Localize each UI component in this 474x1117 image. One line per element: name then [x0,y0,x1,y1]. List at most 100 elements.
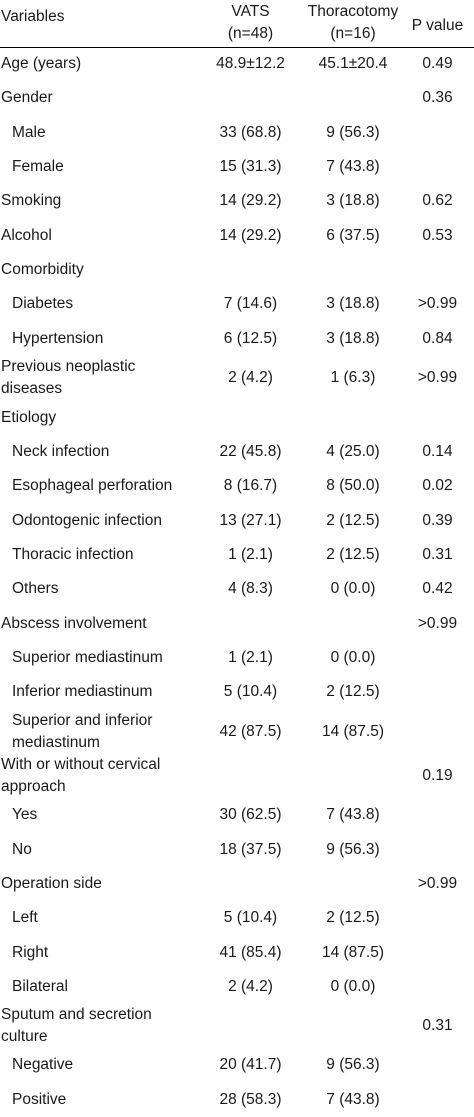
row-label: Diabetes [12,295,74,313]
cell-p-value: 0.31 [422,1017,453,1035]
cell-vats: 33 (68.8) [219,123,282,141]
cell-vats [196,1004,305,1048]
row-label-line1: Superior and inferior [12,711,153,729]
cell-vats: 2 (4.2) [228,977,273,995]
cell-thoracotomy: 14 (87.5) [321,943,385,961]
cell-vats: 18 (37.5) [219,840,282,858]
cell-vats [196,754,305,798]
row-label: Positive [12,1090,67,1108]
cell-thoracotomy [305,754,401,798]
header-row: Variables VATS (n=48) Thoracotomy (n=16)… [0,0,474,47]
cell-p-value: 0.14 [422,443,453,461]
row-label: Hypertension [12,329,104,347]
cell-p-value: 0.53 [422,226,453,244]
cell-p-value [401,833,474,867]
cell-vats: 48.9±12.2 [216,55,285,73]
row-label: Alcohol [1,226,52,244]
row-label: Thoracic infection [12,546,134,563]
table-row: Male 33 (68.8) 9 (56.3) [0,116,474,150]
row-label: Operation side [1,875,102,893]
cell-p-value: 0.84 [422,329,453,347]
cell-thoracotomy: 7 (43.8) [326,806,380,824]
cell-thoracotomy: 0 (0.0) [330,580,376,598]
cell-thoracotomy: 9 (56.3) [326,1056,380,1074]
cell-vats [196,81,305,115]
cell-thoracotomy: 1 (6.3) [330,369,376,387]
row-label: Left [12,909,38,927]
table-row: Superior and inferior mediastinum 42 (87.5… [0,709,474,754]
row-label: Previous neoplastic diseases [0,356,196,401]
cell-vats: 20 (41.7) [219,1056,282,1074]
cell-vats: 6 (12.5) [223,329,278,347]
cell-p-value: >0.99 [417,295,458,313]
cell-p-value: 0.39 [422,511,453,529]
header-vats: VATS (n=48) [196,0,305,47]
table-row: Alcohol 14 (29.2) 6 (37.5) 0.53 [0,218,474,252]
header-variables: Variables [1,8,65,25]
row-label: Female [12,158,64,176]
cell-thoracotomy: 4 (25.0) [326,443,380,461]
table-row: Right 41 (85.4) 14 (87.5) [0,936,474,970]
cell-vats: 42 (87.5) [219,722,282,740]
cell-p-value: 0.42 [422,580,453,598]
row-label: Male [12,123,46,141]
table-row: Hypertension 6 (12.5) 3 (18.8) 0.84 [0,321,474,355]
row-label: Odontogenic infection [12,511,162,529]
row-label: Neck infection [12,443,110,461]
row-label: Esophageal perforation [12,477,173,495]
table-row: Esophageal perforation 8 (16.7) 8 (50.0) 0.… [0,469,474,503]
cell-thoracotomy: 0 (0.0) [330,977,376,995]
row-label: Age (years) [1,55,82,73]
cell-vats: 28 (58.3) [219,1090,282,1108]
cell-vats: 1 (2.1) [228,546,273,563]
table-row: Yes 30 (62.5) 7 (43.8) [0,798,474,832]
cell-p-value [401,1048,474,1082]
row-label: Sputum and secretion culture [1,1006,152,1046]
cell-thoracotomy: 2 (12.5) [326,546,380,563]
cell-thoracotomy [305,867,401,901]
table-row: Female 15 (31.3) 7 (43.8) [0,150,474,184]
row-label: Superior and inferior mediastinum [0,709,196,754]
cell-thoracotomy [305,81,401,115]
cell-thoracotomy: 2 (12.5) [326,683,380,701]
cell-thoracotomy: 3 (18.8) [326,329,380,347]
header-p-value: P value [411,17,464,35]
row-label: Right [12,943,49,961]
cell-p-value: 0.36 [422,89,453,107]
cell-vats: 1 (2.1) [228,648,273,666]
cell-p-value [401,641,474,675]
cell-thoracotomy: 2 (12.5) [326,511,380,529]
table-row: Age (years) 48.9±12.2 45.1±20.4 0.49 [0,47,474,81]
header-thoracotomy: Thoracotomy (n=16) [305,0,401,47]
cell-p-value [401,709,474,754]
row-label: Comorbidity [1,260,84,278]
row-label: Negative [12,1056,74,1074]
cell-p-value: 0.02 [422,477,453,495]
table-row: Inferior mediastinum 5 (10.4) 2 (12.5) [0,675,474,709]
header-thoracotomy-n: (n=16) [330,25,376,43]
cell-p-value [401,675,474,709]
table-row: Negative 20 (41.7) 9 (56.3) [0,1048,474,1082]
table-row: Superior mediastinum 1 (2.1) 0 (0.0) [0,641,474,675]
table-row: Left 5 (10.4) 2 (12.5) [0,901,474,935]
cell-vats: 15 (31.3) [219,158,282,176]
row-label: Etiology [1,408,57,426]
cell-vats [196,253,305,287]
row-label: Inferior mediastinum [12,683,153,701]
row-label: Yes [12,806,38,824]
row-label-line2: diseases [1,380,63,398]
cell-p-value: 0.49 [422,55,453,73]
cell-p-value: >0.99 [417,875,458,893]
cell-vats: 5 (10.4) [223,909,278,927]
cell-vats: 14 (29.2) [219,226,282,244]
table-row: Previous neoplastic diseases 2 (4.2) 1 (6.3… [0,356,474,401]
cell-thoracotomy: 0 (0.0) [330,648,376,666]
cell-vats: 13 (27.1) [219,511,282,529]
table-row: Smoking 14 (29.2) 3 (18.8) 0.62 [0,184,474,218]
cell-vats: 5 (10.4) [223,683,278,701]
table-row: No 18 (37.5) 9 (56.3) [0,833,474,867]
row-label: Abscess involvement [1,614,147,632]
cell-thoracotomy: 14 (87.5) [321,722,385,740]
row-label: Others [12,580,59,598]
